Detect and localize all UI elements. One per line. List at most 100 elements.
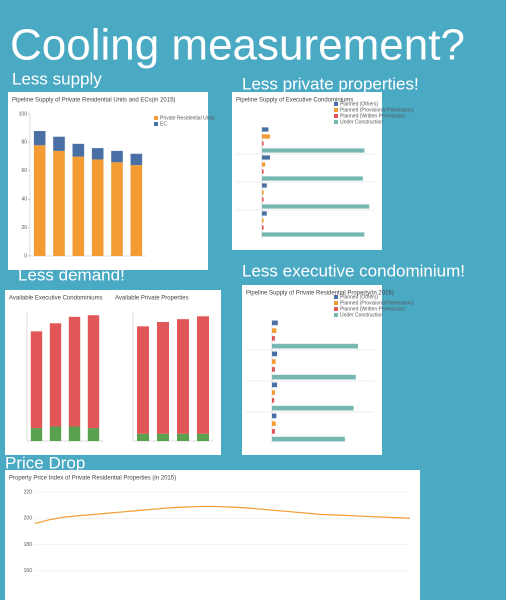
bar-segment	[130, 165, 143, 256]
y-tick-label: 100	[19, 111, 28, 117]
bar	[262, 176, 363, 181]
legend-swatch	[154, 122, 158, 126]
bar	[272, 413, 277, 419]
y-tick-label: 220	[24, 489, 33, 495]
chart-panel	[5, 470, 420, 600]
legend-label: Under Construction	[340, 312, 383, 318]
legend-label: EC	[160, 121, 167, 127]
bar-segment	[91, 148, 104, 160]
bar	[272, 405, 354, 411]
legend-label: Private Residential Units	[160, 115, 215, 121]
bar	[262, 190, 264, 195]
bar	[262, 197, 264, 202]
legend-swatch	[154, 116, 158, 120]
bar-segment	[197, 433, 209, 441]
legend-swatch	[334, 295, 338, 299]
legend-label: Planned (Provisional Permission)	[340, 107, 414, 113]
legend-swatch	[334, 120, 338, 124]
bar	[262, 134, 270, 139]
bar-segment	[177, 433, 189, 441]
legend-swatch	[334, 108, 338, 112]
bar	[262, 204, 370, 209]
bar	[272, 336, 275, 341]
bar-segment	[87, 428, 100, 441]
bar-segment	[53, 150, 65, 256]
bar-segment	[157, 322, 169, 434]
chart-panel	[242, 285, 382, 455]
section-label: Less demand!	[18, 265, 125, 284]
legend-swatch	[334, 102, 338, 106]
bar	[262, 232, 365, 237]
bar-segment	[53, 136, 65, 151]
chart-title: Pipeline Supply of Executive Condominium…	[236, 98, 353, 104]
slide-title: Cooling measurement?	[10, 21, 465, 70]
bar-segment	[49, 323, 62, 427]
chart-title: Property Price Index of Private Resident…	[9, 476, 176, 482]
bar-segment	[30, 428, 43, 441]
legend-swatch	[334, 313, 338, 317]
bar	[262, 169, 264, 174]
y-tick-label: 160	[24, 568, 33, 574]
bar-segment	[130, 153, 143, 166]
bar-segment	[157, 433, 169, 441]
y-tick-label: 40	[21, 197, 27, 203]
bar-segment	[137, 326, 149, 434]
bar	[262, 127, 269, 132]
line-series	[34, 505, 411, 525]
bar-segment	[111, 162, 123, 256]
y-tick-label: 200	[24, 516, 33, 522]
bar	[272, 382, 278, 388]
bar-segment	[68, 316, 81, 427]
bar-segment	[197, 316, 209, 434]
bar	[272, 390, 275, 395]
bar	[262, 141, 264, 146]
bar-segment	[72, 143, 85, 157]
bar-segment	[72, 156, 85, 256]
bar	[272, 398, 275, 403]
y-tick-label: 0	[24, 253, 27, 259]
bar-segment	[177, 319, 189, 434]
bar	[272, 328, 277, 333]
bar	[272, 429, 275, 434]
section-label: Less private properties!	[242, 74, 419, 93]
bar	[262, 211, 267, 216]
bar-segment	[30, 331, 43, 429]
bar	[262, 183, 267, 188]
chart-title: Available Executive Condominiums	[9, 296, 103, 302]
bar	[272, 359, 276, 364]
legend-label: Planned (Written Permission)	[340, 306, 405, 312]
bar	[272, 367, 275, 372]
legend-label: Planned (Others)	[340, 294, 378, 300]
bar	[262, 148, 365, 153]
bar	[272, 436, 345, 442]
bar	[272, 320, 278, 326]
legend-swatch	[334, 307, 338, 311]
bar	[262, 155, 270, 160]
legend-label: Planned (Written Permission)	[340, 113, 405, 119]
section-label: Less executive condominium!	[242, 261, 465, 280]
chart-panel	[232, 92, 382, 250]
y-tick-label: 20	[21, 225, 27, 231]
chart-title: Available Private Properties	[115, 296, 189, 302]
y-tick-label: 80	[21, 140, 27, 146]
bar	[272, 374, 356, 380]
bar	[272, 351, 278, 357]
legend-label: Under Construction	[340, 119, 383, 125]
legend-swatch	[334, 301, 338, 305]
chart-title: Pipeline Supply of Private Residential U…	[12, 98, 175, 104]
section-label: Price Drop	[5, 453, 85, 472]
bar-segment	[111, 150, 123, 163]
bar	[272, 421, 276, 426]
section-label: Less supply	[12, 69, 102, 88]
legend-label: Planned (Provisional Permission)	[340, 300, 414, 306]
y-tick-label: 60	[21, 168, 27, 174]
bar	[262, 162, 266, 167]
bar-segment	[68, 426, 81, 441]
y-tick-label: 180	[24, 542, 33, 548]
bar-segment	[91, 159, 104, 256]
bar-segment	[87, 315, 100, 429]
bar-segment	[137, 433, 149, 441]
bar	[262, 218, 264, 223]
legend-label: Planned (Others)	[340, 101, 378, 107]
